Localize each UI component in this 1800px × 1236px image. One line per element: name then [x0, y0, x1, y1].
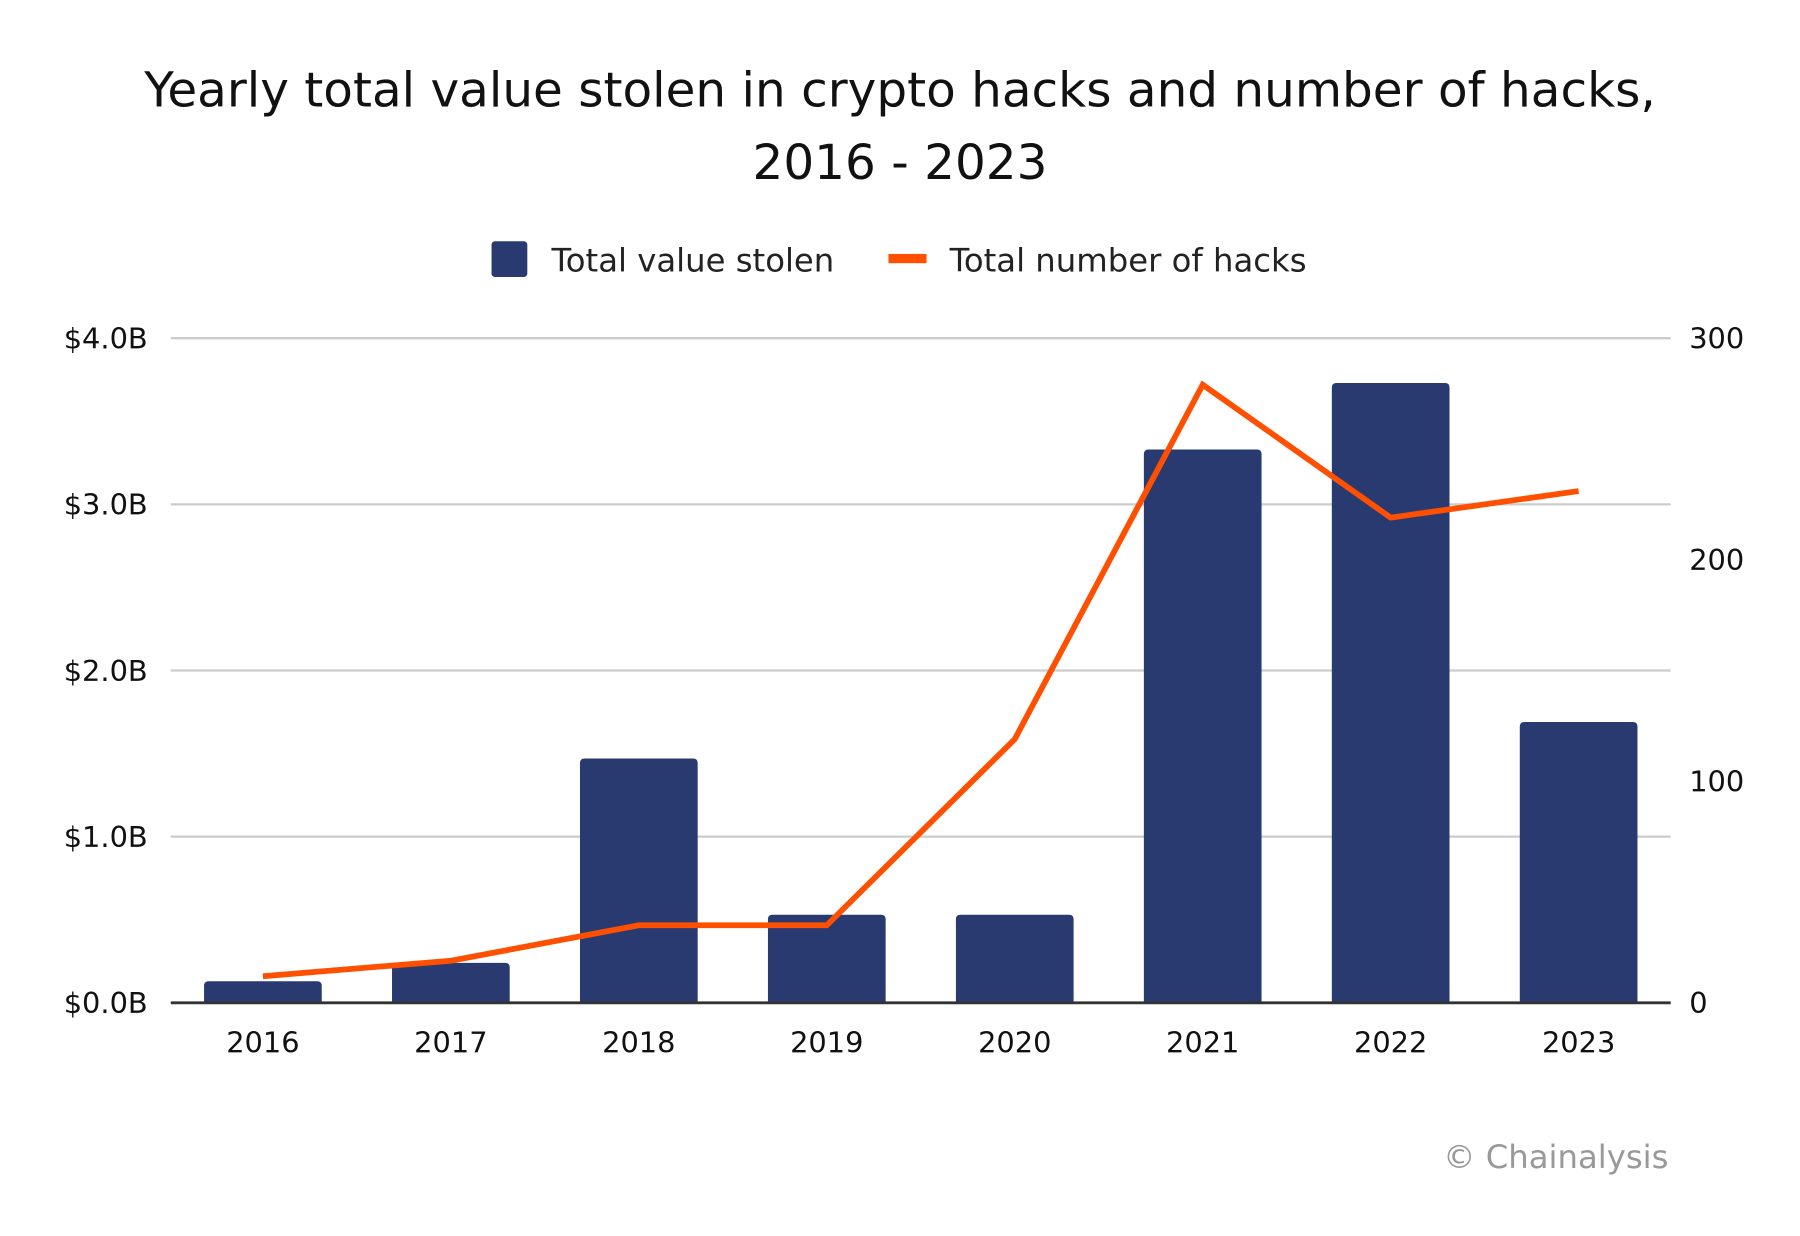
- right-tick-label: 100: [1689, 765, 1744, 799]
- right-tick-label: 200: [1689, 543, 1744, 577]
- x-axis: 2016 2017 2018 2019 2020 2021 2022 2023: [226, 1025, 1615, 1059]
- legend: Total value stolen Total number of hacks: [491, 241, 1307, 279]
- x-tick-label: 2022: [1354, 1025, 1427, 1059]
- right-tick-label: 300: [1689, 322, 1744, 356]
- hacks-line: [262, 380, 1580, 980]
- legend-swatch-line: [888, 253, 927, 264]
- left-tick-label: $1.0B: [64, 820, 148, 854]
- bar-2016: [204, 981, 322, 1003]
- hacks-line-path: [262, 380, 1580, 980]
- left-tick-label: $4.0B: [64, 322, 148, 356]
- chart-title-line1: Yearly total value stolen in crypto hack…: [143, 62, 1656, 118]
- x-tick-label: 2016: [226, 1025, 299, 1059]
- bar-2020: [955, 914, 1074, 1003]
- bar-2018: [579, 758, 698, 1003]
- chart-title-line2: 2016 - 2023: [753, 135, 1048, 191]
- right-axis: 0 100 200 300: [1689, 322, 1744, 1021]
- x-tick-label: 2021: [1166, 1025, 1239, 1059]
- legend-label-value-stolen: Total value stolen: [551, 241, 835, 279]
- bar-2023: [1519, 722, 1638, 1003]
- right-tick-label: 0: [1689, 986, 1707, 1020]
- bar-2019: [767, 914, 886, 1003]
- x-tick-label: 2020: [978, 1025, 1051, 1059]
- legend-swatch-bar: [491, 241, 528, 278]
- x-tick-label: 2019: [790, 1025, 863, 1059]
- left-tick-label: $2.0B: [64, 654, 148, 688]
- x-tick-label: 2023: [1542, 1025, 1615, 1059]
- left-tick-label: $0.0B: [64, 986, 148, 1020]
- x-tick-label: 2017: [414, 1025, 487, 1059]
- credit: © Chainalysis: [1443, 1138, 1668, 1176]
- left-tick-label: $3.0B: [64, 488, 148, 522]
- bar-2021: [1143, 449, 1262, 1003]
- bar-2022: [1331, 383, 1450, 1003]
- bars: [204, 383, 1638, 1003]
- x-tick-label: 2018: [602, 1025, 675, 1059]
- legend-label-number-of-hacks: Total number of hacks: [949, 241, 1307, 279]
- bar-2017: [392, 962, 510, 1003]
- left-axis: $0.0B $1.0B $2.0B $3.0B $4.0B: [64, 322, 148, 1021]
